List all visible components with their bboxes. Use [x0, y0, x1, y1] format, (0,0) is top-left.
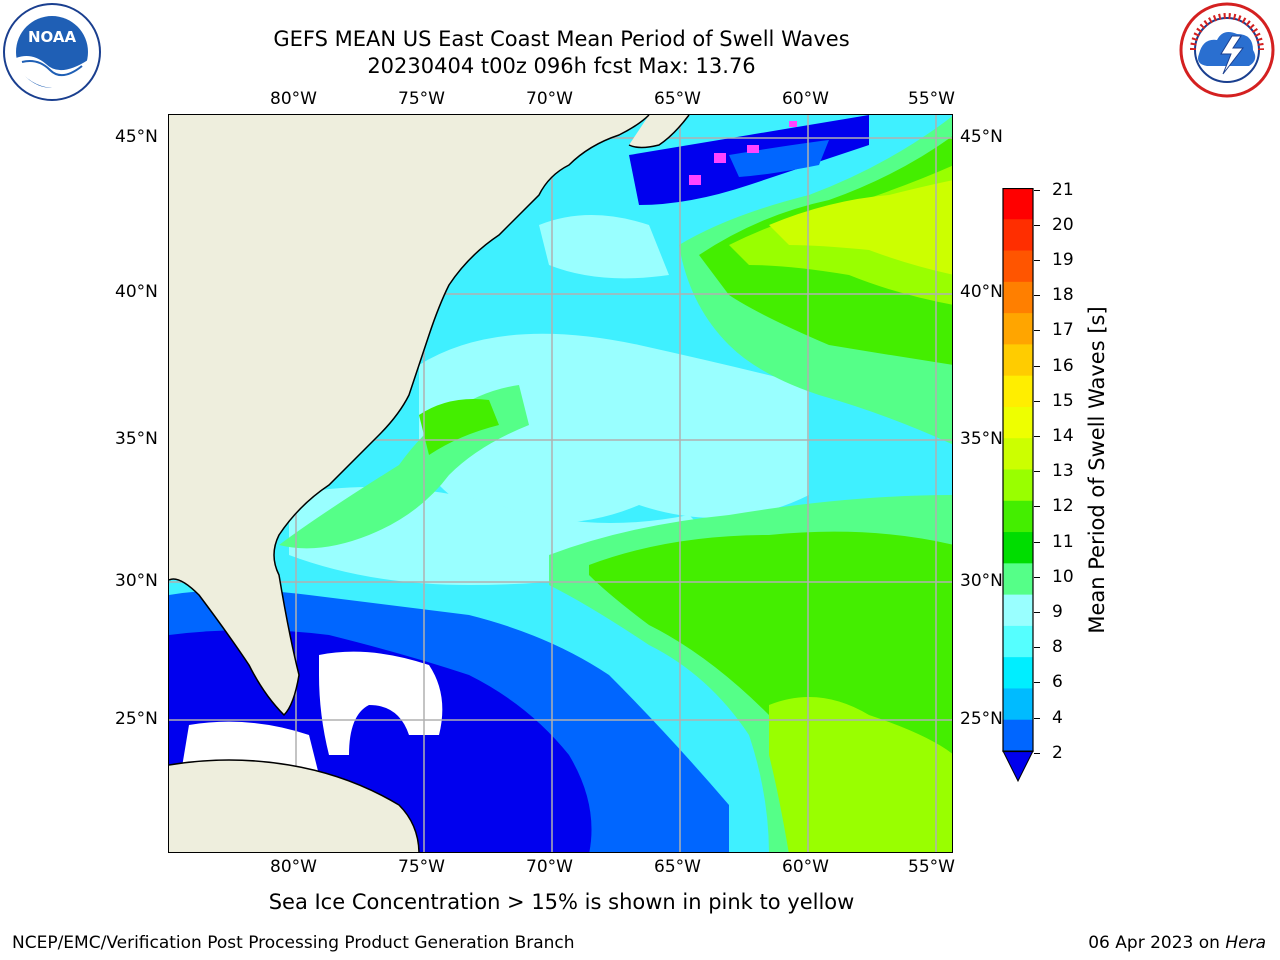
colorbar-segment — [1003, 188, 1033, 220]
colorbar-tick-mark — [1034, 647, 1040, 648]
colorbar-tick-label: 11 — [1052, 532, 1074, 552]
svg-text:NOAA: NOAA — [28, 28, 77, 46]
colorbar-segment — [1003, 719, 1033, 752]
colorbar-tick-mark — [1034, 542, 1040, 543]
colorbar-tick-mark — [1034, 260, 1040, 261]
colorbar-tick-mark — [1034, 612, 1040, 613]
lat-tick-right: 45°N — [960, 127, 1003, 147]
colorbar-segment — [1003, 344, 1033, 377]
colorbar-tick-label: 13 — [1052, 461, 1074, 481]
lat-tick-right: 40°N — [960, 282, 1003, 302]
lon-tick-bottom: 75°W — [398, 857, 445, 877]
colorbar-segment — [1003, 313, 1033, 345]
colorbar-tick-mark — [1034, 436, 1040, 437]
colorbar-tick-mark — [1034, 330, 1040, 331]
lat-tick-left: 40°N — [115, 282, 158, 302]
colorbar-label: Mean Period of Swell Waves [s] — [1085, 306, 1109, 634]
colorbar-tick-mark — [1034, 718, 1040, 719]
lat-tick-right: 30°N — [960, 571, 1003, 591]
colorbar-segment — [1003, 375, 1033, 408]
sea-ice-caption: Sea Ice Concentration > 15% is shown in … — [268, 890, 855, 914]
colorbar-tick-label: 12 — [1052, 496, 1074, 516]
colorbar-tick-mark — [1034, 366, 1040, 367]
lat-tick-right: 25°N — [960, 709, 1003, 729]
colorbar-tick-label: 19 — [1052, 250, 1074, 270]
colorbar-tick-mark — [1034, 295, 1040, 296]
colorbar-segment — [1003, 219, 1033, 252]
lon-tick-bottom: 70°W — [526, 857, 573, 877]
colorbar-tick-label: 14 — [1052, 426, 1074, 446]
colorbar-tick-label: 6 — [1052, 672, 1063, 692]
footer-host: Hera — [1225, 933, 1266, 953]
footer-date-text: 06 Apr 2023 on — [1088, 933, 1226, 953]
lon-tick-top: 65°W — [654, 89, 701, 109]
colorbar-segment — [1003, 281, 1033, 314]
colorbar-tick-mark — [1034, 190, 1040, 191]
colorbar — [1002, 187, 1034, 783]
colorbar-tick-mark — [1034, 401, 1040, 402]
colorbar-segment — [1003, 625, 1033, 658]
colorbar-tick-mark — [1034, 225, 1040, 226]
colorbar-tick-label: 17 — [1052, 320, 1074, 340]
lon-tick-top: 60°W — [782, 89, 829, 109]
colorbar-scale — [1002, 187, 1034, 783]
lat-tick-left: 35°N — [115, 429, 158, 449]
colorbar-tick-mark — [1034, 471, 1040, 472]
nws-logo — [1177, 0, 1277, 100]
chart-subtitle: 20230404 t00z 096h fcst Max: 13.76 — [367, 54, 756, 78]
colorbar-segment — [1003, 438, 1033, 470]
footer-producer: NCEP/EMC/Verification Post Processing Pr… — [12, 933, 575, 953]
footer-date: 06 Apr 2023 on Hera — [1088, 933, 1266, 953]
colorbar-tick-label: 10 — [1052, 567, 1074, 587]
lat-tick-left: 25°N — [115, 709, 158, 729]
colorbar-segment — [1003, 500, 1033, 533]
colorbar-tick-label: 9 — [1052, 602, 1063, 622]
colorbar-tick-mark — [1034, 577, 1040, 578]
chart-title: GEFS MEAN US East Coast Mean Period of S… — [273, 27, 850, 51]
colorbar-tick-label: 20 — [1052, 215, 1074, 235]
lon-tick-bottom: 65°W — [654, 857, 701, 877]
colorbar-tick-label: 21 — [1052, 180, 1074, 200]
colorbar-segment — [1003, 469, 1033, 502]
colorbar-tick-mark — [1034, 753, 1040, 754]
colorbar-tick-mark — [1034, 506, 1040, 507]
noaa-logo: NOAA — [2, 2, 102, 102]
lat-tick-left: 30°N — [115, 571, 158, 591]
lat-tick-right: 35°N — [960, 429, 1003, 449]
colorbar-tick-label: 4 — [1052, 708, 1063, 728]
swell-period-map — [169, 115, 952, 852]
colorbar-tick-label: 8 — [1052, 637, 1063, 657]
lon-tick-top: 75°W — [398, 89, 445, 109]
lon-tick-top: 55°W — [908, 89, 955, 109]
colorbar-segment — [1003, 406, 1033, 439]
colorbar-segment — [1003, 563, 1033, 596]
lon-tick-top: 70°W — [526, 89, 573, 109]
colorbar-tick-label: 18 — [1052, 285, 1074, 305]
colorbar-segment — [1003, 532, 1033, 564]
colorbar-segment — [1003, 250, 1033, 283]
colorbar-extend-arrow — [1002, 750, 1034, 783]
colorbar-tick-label: 16 — [1052, 356, 1074, 376]
colorbar-segment — [1003, 594, 1033, 627]
lon-tick-bottom: 55°W — [908, 857, 955, 877]
lat-tick-left: 45°N — [115, 127, 158, 147]
map-panel — [168, 114, 953, 853]
lon-tick-top: 80°W — [270, 89, 317, 109]
lon-tick-bottom: 60°W — [782, 857, 829, 877]
lon-tick-bottom: 80°W — [270, 857, 317, 877]
colorbar-tick-label: 2 — [1052, 743, 1063, 763]
colorbar-tick-label: 15 — [1052, 391, 1074, 411]
colorbar-tick-mark — [1034, 682, 1040, 683]
colorbar-segment — [1003, 657, 1033, 689]
colorbar-segment — [1003, 688, 1033, 721]
